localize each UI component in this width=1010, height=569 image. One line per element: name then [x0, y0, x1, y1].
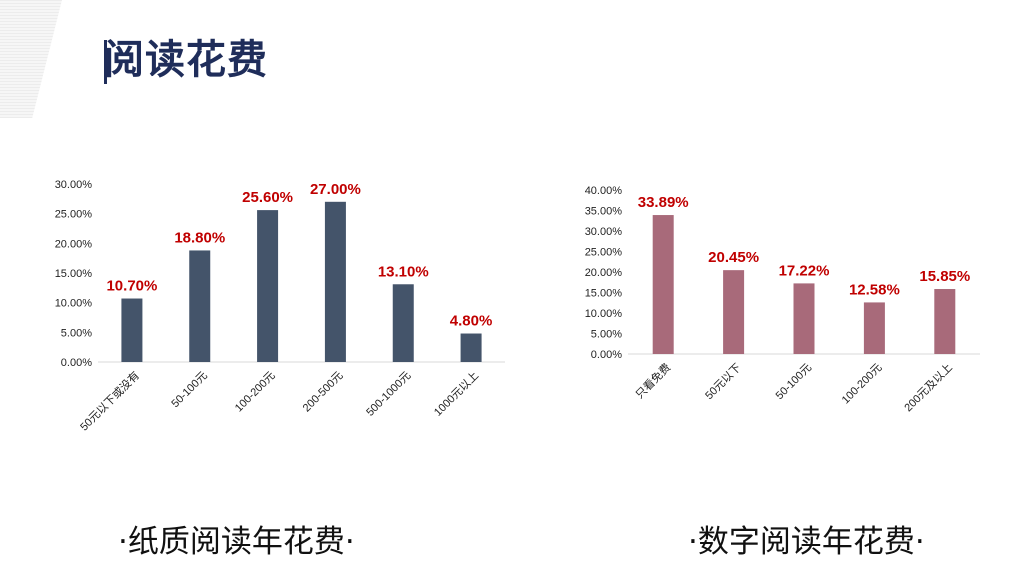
data-label: 10.70% — [106, 278, 157, 295]
y-tick-label: 5.00% — [61, 327, 92, 339]
data-label: 4.80% — [450, 313, 493, 330]
bar — [324, 201, 346, 362]
bar — [189, 250, 211, 362]
x-tick-label: 200元及以上 — [902, 361, 955, 414]
data-label: 27.00% — [310, 181, 361, 198]
digital-chart-caption: ·数字阅读年花费· — [688, 524, 925, 560]
bar — [723, 270, 745, 354]
y-tick-label: 5.00% — [591, 329, 622, 341]
bar — [392, 284, 414, 362]
y-tick-label: 30.00% — [585, 226, 623, 238]
bar — [121, 298, 143, 362]
y-tick-label: 40.00% — [585, 185, 623, 197]
y-tick-label: 25.00% — [585, 247, 623, 259]
x-tick-label: 50-100元 — [169, 370, 209, 410]
data-label: 20.45% — [708, 249, 759, 266]
x-tick-label: 100-200元 — [840, 362, 885, 407]
y-tick-label: 20.00% — [55, 238, 93, 250]
x-tick-label: 100-200元 — [233, 370, 278, 415]
bar — [652, 215, 674, 354]
data-label: 17.22% — [779, 262, 830, 279]
page-title: 阅读花费 — [104, 37, 268, 83]
data-label: 13.10% — [378, 263, 429, 280]
paper-chart-caption: ·纸质阅读年花费· — [118, 524, 355, 560]
digital-reading-cost-chart: 0.00% 5.00% 10.00% 15.00% 20.00% 25.00% 30.00%… — [585, 185, 980, 414]
x-tick-label: 50-100元 — [774, 362, 814, 402]
x-tick-label: 只看免费 — [632, 360, 673, 401]
y-tick-label: 30.00% — [55, 179, 93, 191]
bar — [863, 302, 885, 354]
y-tick-label: 35.00% — [585, 206, 623, 218]
x-tick-label: 200-500元 — [301, 370, 346, 415]
data-label: 15.85% — [919, 268, 970, 285]
y-tick-label: 10.00% — [55, 298, 93, 310]
paper-reading-cost-chart: 0.00% 5.00% 10.00% 15.00% 20.00% 25.00% 30.00%… — [55, 179, 505, 433]
x-tick-label: 50元以下 — [703, 362, 743, 402]
y-tick-label: 0.00% — [591, 349, 622, 361]
y-tick-label: 10.00% — [585, 308, 623, 320]
data-label: 33.89% — [638, 194, 689, 211]
y-tick-label: 0.00% — [61, 357, 92, 369]
y-tick-label: 20.00% — [585, 267, 623, 279]
corner-decoration — [0, 0, 62, 118]
data-label: 18.80% — [174, 229, 225, 246]
y-tick-label: 15.00% — [585, 288, 623, 300]
y-tick-label: 25.00% — [55, 209, 93, 221]
data-label: 12.58% — [849, 281, 900, 298]
title-accent-bar — [104, 40, 107, 84]
bar — [460, 333, 482, 362]
data-label: 25.60% — [242, 189, 293, 206]
y-tick-label: 15.00% — [55, 268, 93, 280]
bar — [257, 210, 279, 362]
bar — [934, 289, 956, 354]
bar — [793, 283, 815, 354]
x-tick-label: 50元以下或没有 — [77, 368, 142, 433]
x-tick-label: 500-1000元 — [364, 370, 413, 419]
x-tick-label: 1000元以上 — [431, 369, 481, 419]
